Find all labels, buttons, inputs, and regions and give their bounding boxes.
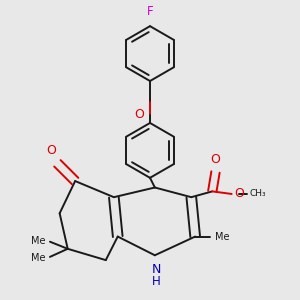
- Text: Me: Me: [31, 254, 45, 263]
- Text: O: O: [135, 108, 145, 122]
- Text: F: F: [147, 5, 153, 18]
- Text: H: H: [152, 275, 161, 288]
- Text: O: O: [211, 153, 220, 166]
- Text: N: N: [152, 263, 161, 276]
- Text: CH₃: CH₃: [250, 190, 266, 199]
- Text: Me: Me: [214, 232, 229, 242]
- Text: O: O: [46, 145, 56, 158]
- Text: O: O: [234, 187, 244, 200]
- Text: Me: Me: [31, 236, 45, 246]
